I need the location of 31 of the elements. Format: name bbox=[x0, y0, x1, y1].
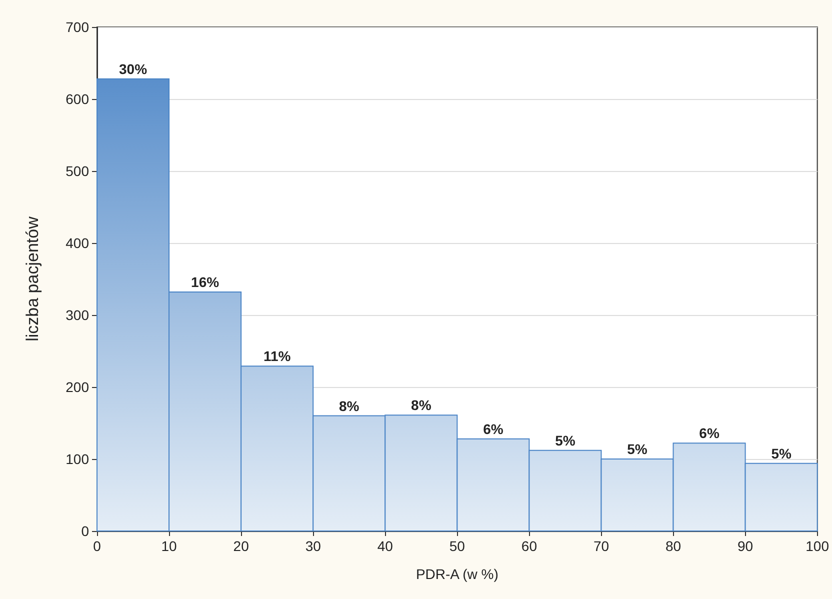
x-axis-title: PDR-A (w %) bbox=[416, 566, 498, 582]
y-tick-label: 600 bbox=[66, 91, 90, 107]
x-tick-label: 70 bbox=[593, 538, 610, 554]
x-tick-label: 80 bbox=[665, 538, 682, 554]
annotation: 5% bbox=[627, 441, 648, 457]
x-tick-label: 90 bbox=[738, 538, 754, 554]
x-tick-label: 10 bbox=[161, 538, 178, 554]
annotation: 16% bbox=[191, 274, 220, 290]
y-axis-title: liczba pacjentów bbox=[23, 216, 42, 342]
x-tick-label: 30 bbox=[305, 538, 322, 554]
x-tick-label: 60 bbox=[521, 538, 538, 554]
x-tick-label: 20 bbox=[233, 538, 250, 554]
y-tick-label: 300 bbox=[66, 307, 90, 323]
annotation: 11% bbox=[263, 348, 292, 364]
annotation: 6% bbox=[483, 420, 504, 437]
x-tick-label: 0 bbox=[93, 538, 102, 554]
y-tick-label: 400 bbox=[66, 235, 90, 251]
y-tick-label: 0 bbox=[81, 523, 90, 539]
annotation: 5% bbox=[771, 445, 792, 462]
annotation: 5% bbox=[555, 432, 576, 448]
annotation: 6% bbox=[699, 425, 720, 442]
y-tick-label: 100 bbox=[66, 451, 90, 467]
annotation: 8% bbox=[411, 397, 432, 414]
x-tick-label: 50 bbox=[449, 538, 466, 554]
x-tick-label: 100 bbox=[806, 538, 830, 554]
annotation: 30% bbox=[119, 60, 148, 77]
x-tick-label: 40 bbox=[377, 538, 394, 554]
y-tick-label: 500 bbox=[66, 163, 90, 179]
y-tick-label: 200 bbox=[66, 379, 90, 395]
y-tick-label: 700 bbox=[66, 19, 90, 35]
annotation: 8% bbox=[338, 398, 360, 414]
